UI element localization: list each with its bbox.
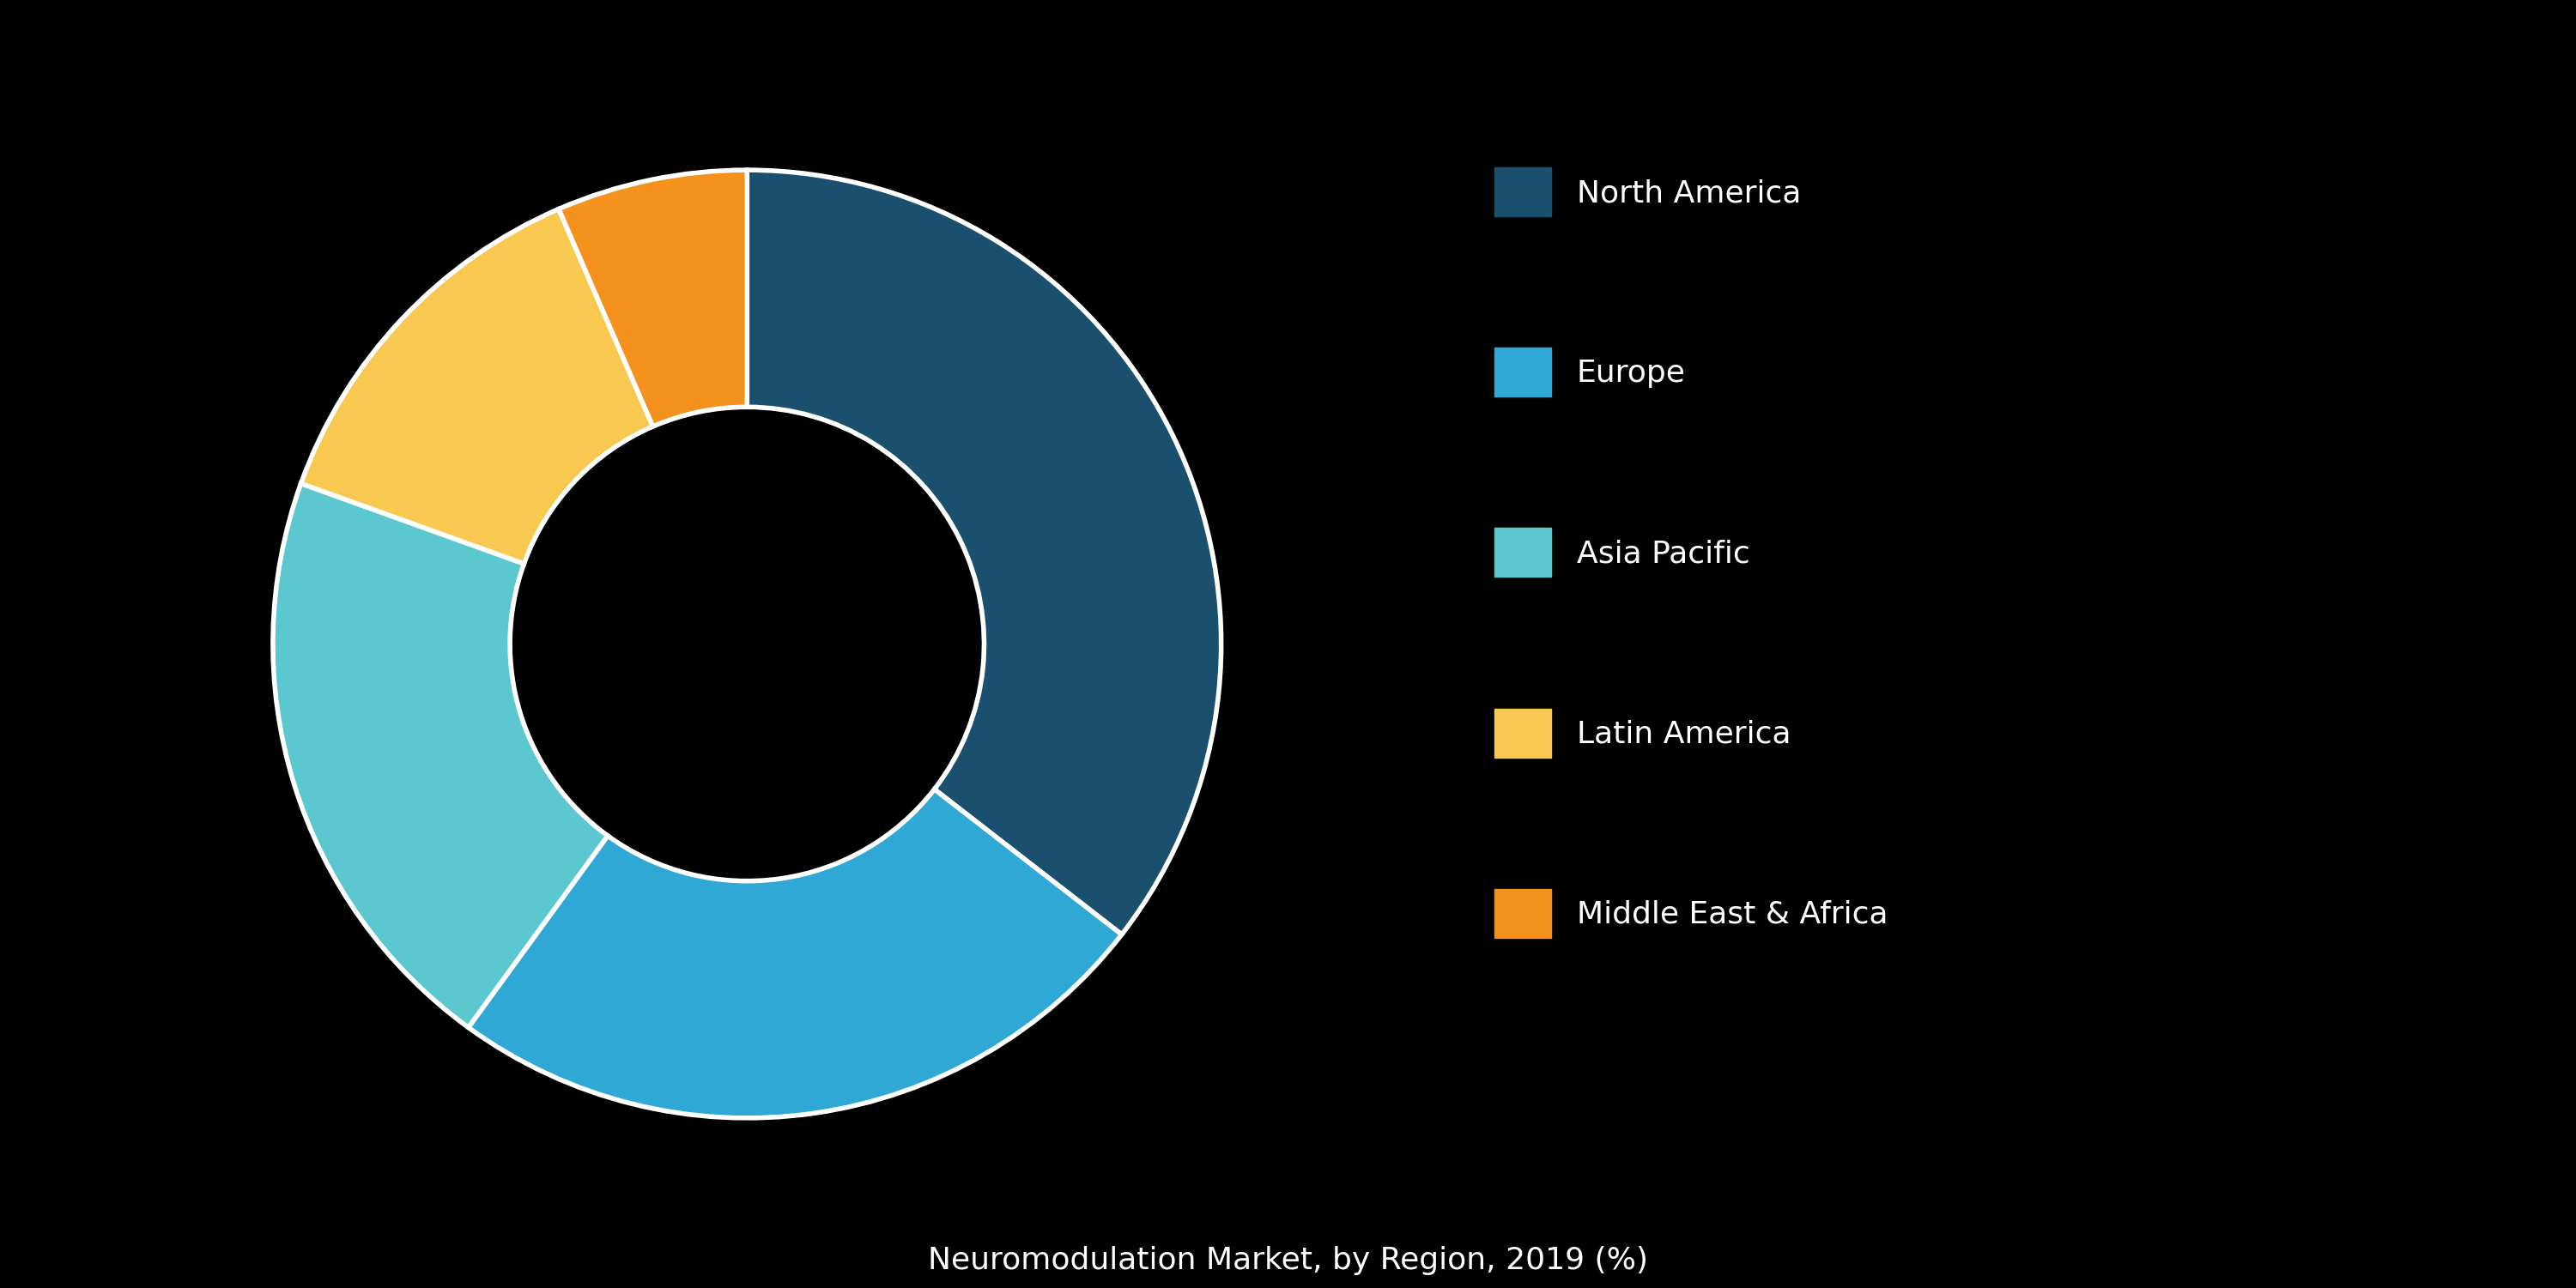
Wedge shape bbox=[747, 170, 1221, 935]
Text: Latin America: Latin America bbox=[1577, 720, 1790, 748]
Text: Middle East & Africa: Middle East & Africa bbox=[1577, 900, 1888, 929]
Text: Neuromodulation Market, by Region, 2019 (%): Neuromodulation Market, by Region, 2019 … bbox=[927, 1245, 1649, 1275]
Text: Asia Pacific: Asia Pacific bbox=[1577, 540, 1749, 568]
Text: Europe: Europe bbox=[1577, 359, 1685, 388]
Wedge shape bbox=[301, 209, 652, 564]
Text: North America: North America bbox=[1577, 179, 1801, 207]
Wedge shape bbox=[273, 483, 608, 1028]
Wedge shape bbox=[559, 170, 747, 426]
Wedge shape bbox=[469, 790, 1121, 1118]
